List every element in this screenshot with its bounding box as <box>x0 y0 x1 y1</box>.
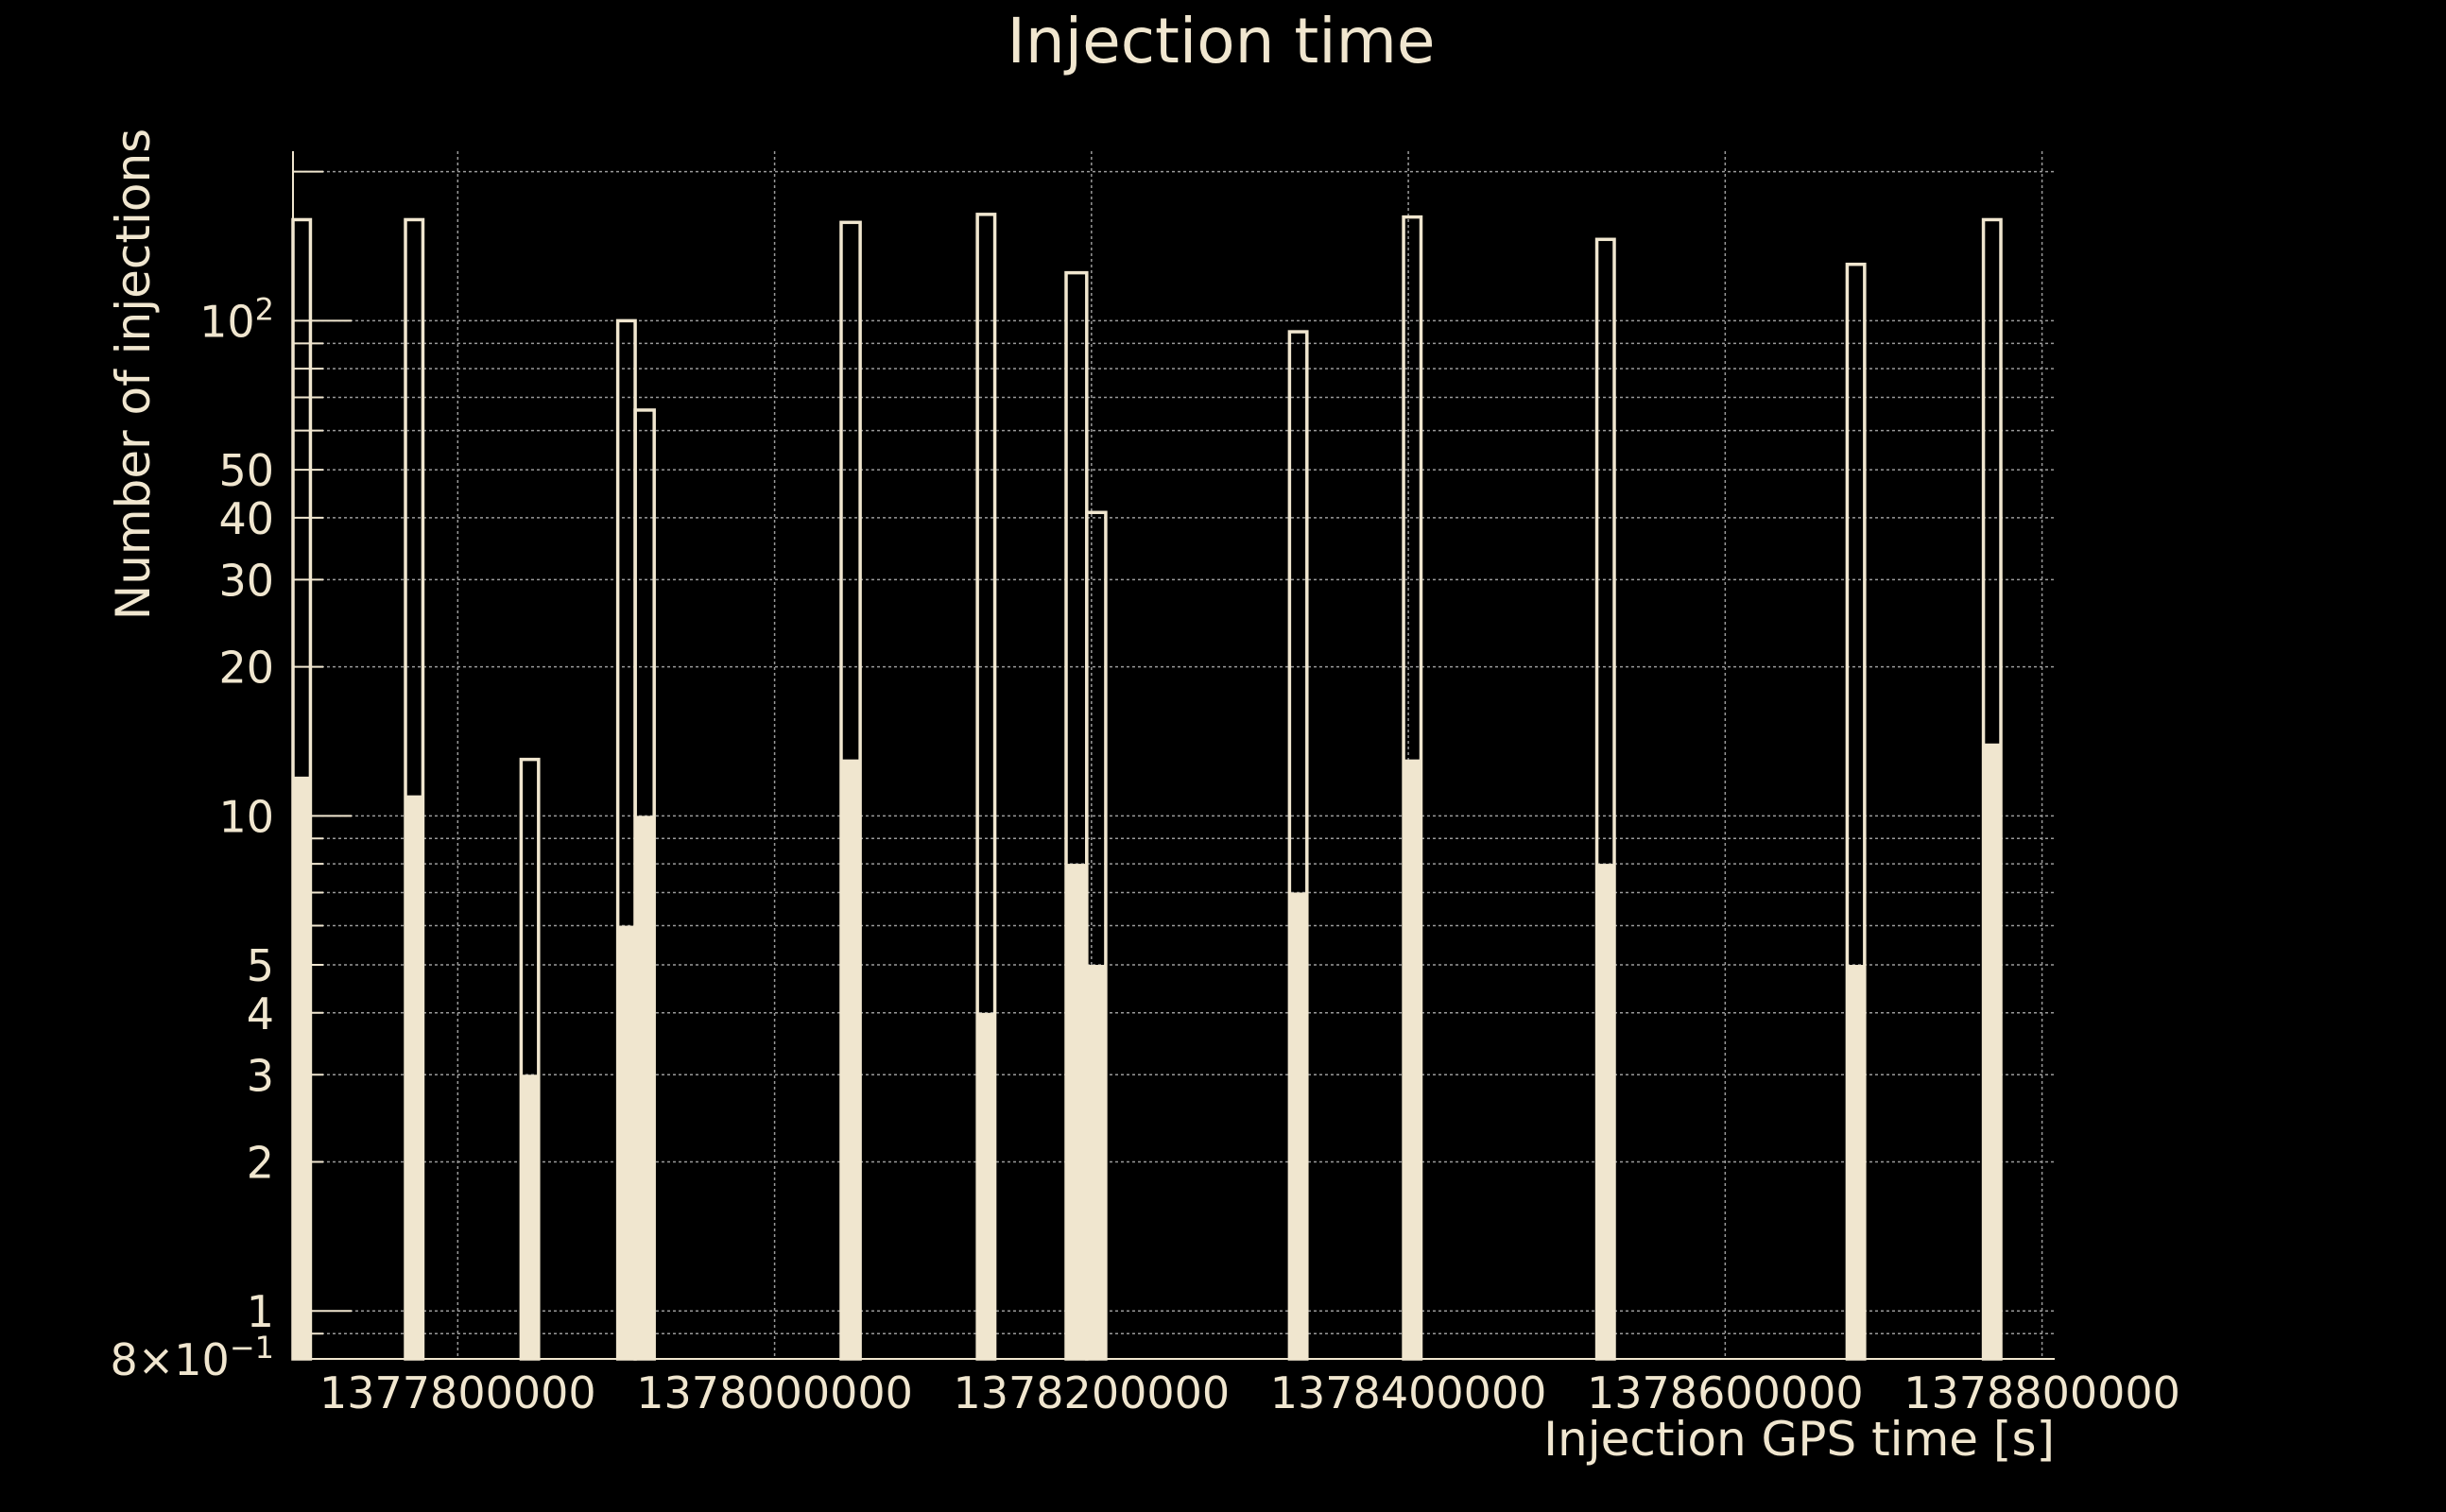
found-bar <box>617 925 636 1359</box>
x-axis-label: Injection GPS time [s] <box>1543 1412 2055 1467</box>
found-bar <box>635 816 655 1359</box>
found-bar <box>840 759 861 1359</box>
y-tick-label: 8×10−1 <box>110 1330 274 1385</box>
y-tick-label: 102 <box>199 291 274 347</box>
y-tick-label: 2 <box>247 1138 274 1189</box>
x-tick-label: 1378400000 <box>1270 1367 1547 1418</box>
found-bar <box>1847 965 1865 1359</box>
y-tick-label: 5 <box>247 940 274 991</box>
found-bar <box>1404 759 1421 1359</box>
x-tick-label: 1378200000 <box>953 1367 1230 1418</box>
x-tick-label: 1378800000 <box>1903 1367 2180 1418</box>
y-tick-label: 30 <box>218 555 274 606</box>
found-bar <box>1289 892 1307 1359</box>
found-bar <box>1086 965 1106 1359</box>
y-tick-label: 3 <box>247 1050 274 1101</box>
y-axis-label: Number of injections <box>106 129 161 620</box>
y-tick-label: 40 <box>218 493 274 544</box>
found-bar <box>405 795 423 1359</box>
x-tick-label: 1378000000 <box>636 1367 913 1418</box>
found-bar <box>1596 864 1614 1359</box>
histogram-bars <box>291 213 2003 1361</box>
y-tick-label: 50 <box>218 445 274 496</box>
found-bar <box>521 1074 539 1359</box>
y-tick-label: 4 <box>247 988 274 1040</box>
found-bar <box>1983 743 2002 1359</box>
grid-lines <box>293 151 2055 1360</box>
y-tick-label: 20 <box>218 643 274 694</box>
y-tick-label: 1 <box>247 1286 274 1337</box>
x-tick-label: 1377800000 <box>319 1367 596 1418</box>
found-bar <box>977 1012 995 1359</box>
axes <box>292 151 2055 1360</box>
found-bar <box>293 776 311 1359</box>
x-tick-label: 1378600000 <box>1587 1367 1864 1418</box>
chart-title: Injection time <box>1007 5 1435 77</box>
y-tick-label: 10 <box>218 791 274 842</box>
found-bar <box>1066 864 1087 1359</box>
